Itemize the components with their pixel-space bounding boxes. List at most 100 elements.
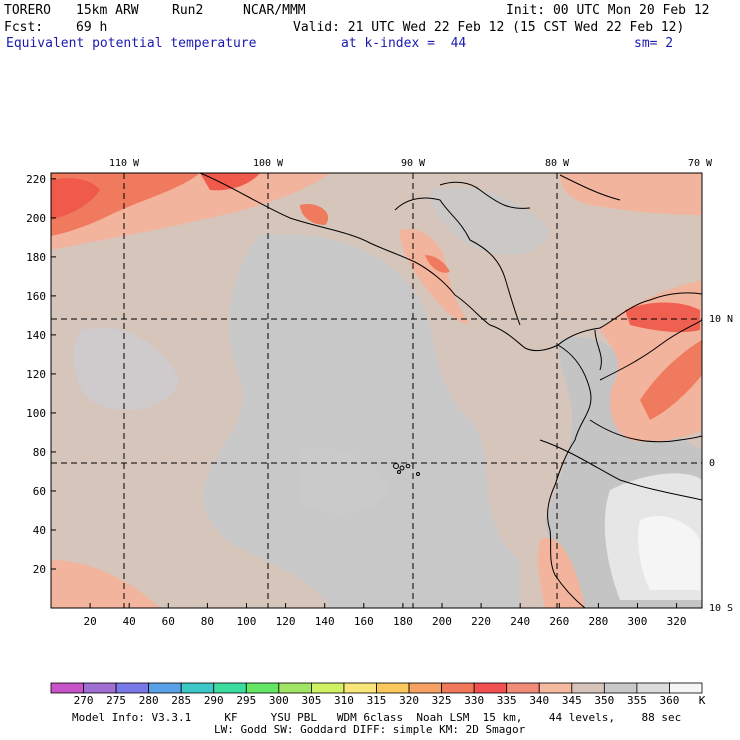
y-tick-label-200: 200 xyxy=(26,212,46,225)
colorbar-swatch-17 xyxy=(603,682,638,694)
y-tick-label-40: 40 xyxy=(33,524,46,537)
colorbar-swatch-0 xyxy=(50,682,84,694)
colorbar-unit: K xyxy=(699,694,706,707)
y-tick-label-80: 80 xyxy=(33,446,46,459)
colorbar-swatch-4 xyxy=(180,682,215,694)
smoothing-label: sm= 2 xyxy=(634,36,674,51)
y-tick-label-100: 100 xyxy=(26,407,46,420)
colorbar-label-335: 335 xyxy=(497,694,517,707)
colorbar-swatch-18 xyxy=(636,682,670,694)
colorbar-swatch-19 xyxy=(669,682,703,694)
y-tick-label-20: 20 xyxy=(33,563,46,576)
x-tick-label-180: 180 xyxy=(393,615,413,628)
resolution-label: 15km ARW xyxy=(76,3,139,18)
x-tick-label-100: 100 xyxy=(237,615,257,628)
y-tick-label-120: 120 xyxy=(26,368,46,381)
fcst-label: Fcst: xyxy=(4,20,44,35)
colorbar-label-290: 290 xyxy=(204,694,224,707)
x-tick-label-300: 300 xyxy=(628,615,648,628)
colorbar-label-315: 315 xyxy=(367,694,387,707)
y-tick-label-180: 180 xyxy=(26,251,46,264)
y-axis-ticks xyxy=(51,178,56,570)
colorbar-label-275: 275 xyxy=(106,694,126,707)
x-tick-label-320: 320 xyxy=(667,615,687,628)
lat-label-0: 0 xyxy=(709,458,715,469)
colorbar-labels: 270 275 280 285 290 295 300 305 310 315 320 325 330 3… xyxy=(74,694,680,707)
colorbar-swatch-1 xyxy=(83,682,117,694)
colorbar-label-350: 350 xyxy=(594,694,614,707)
run-label: Run2 xyxy=(172,3,204,18)
x-tick-label-20: 20 xyxy=(83,615,96,628)
colorbar-swatch-16 xyxy=(571,682,605,694)
colorbar-swatch-3 xyxy=(148,682,182,694)
field-name: Equivalent potential temperature xyxy=(6,36,257,51)
latitude-labels: 10 N 0 10 S xyxy=(709,314,733,614)
colorbar-label-305: 305 xyxy=(301,694,321,707)
lon-label-80w: 80 W xyxy=(545,158,570,169)
lon-label-110w: 110 W xyxy=(109,158,140,169)
colorbar-label-270: 270 xyxy=(74,694,94,707)
k-index-label: at k-index = 44 xyxy=(341,36,467,51)
colorbar-swatch-7 xyxy=(278,682,312,694)
colorbar-swatch-9 xyxy=(343,682,377,694)
colorbar-swatch-2 xyxy=(115,682,150,694)
colorbar-label-340: 340 xyxy=(529,694,549,707)
colorbar-swatch-15 xyxy=(538,682,573,694)
colorbar-swatch-12 xyxy=(441,682,475,694)
x-tick-label-220: 220 xyxy=(471,615,491,628)
lon-label-70w: 70 W xyxy=(688,158,713,169)
colorbar-swatch-6 xyxy=(245,682,280,694)
y-tick-label-220: 220 xyxy=(26,173,46,186)
x-tick-label-280: 280 xyxy=(588,615,608,628)
org-label: NCAR/MMM xyxy=(243,3,306,18)
y-tick-label-60: 60 xyxy=(33,485,46,498)
lon-label-100w: 100 W xyxy=(253,158,284,169)
y-tick-labels: 220 200 180 160 140 120 100 80 60 40 20 xyxy=(26,173,46,576)
graticule xyxy=(51,173,702,608)
colorbar-label-280: 280 xyxy=(139,694,159,707)
y-tick-label-160: 160 xyxy=(26,290,46,303)
colorbar-label-325: 325 xyxy=(432,694,452,707)
map-frame xyxy=(50,172,703,609)
x-tick-label-40: 40 xyxy=(123,615,136,628)
colorbar-label-360: 360 xyxy=(660,694,680,707)
valid-time: Valid: 21 UTC Wed 22 Feb 12 (15 CST Wed … xyxy=(293,20,685,35)
lat-label-10n: 10 N xyxy=(709,314,733,325)
colorbar-label-285: 285 xyxy=(171,694,191,707)
colorbar-label-300: 300 xyxy=(269,694,289,707)
x-tick-label-160: 160 xyxy=(354,615,374,628)
lon-label-90w: 90 W xyxy=(401,158,426,169)
colorbar-label-320: 320 xyxy=(399,694,419,707)
colorbar-swatch-8 xyxy=(310,682,345,694)
longitude-labels: 110 W 100 W 90 W 80 W 70 W xyxy=(109,158,713,169)
x-tick-label-200: 200 xyxy=(432,615,452,628)
colorbar-swatch-13 xyxy=(473,682,508,694)
x-tick-label-80: 80 xyxy=(201,615,214,628)
colorbar-swatch-14 xyxy=(506,682,540,694)
model-info-line1: Model Info: V3.3.1 KF YSU PBL WDM 6class… xyxy=(72,711,682,724)
coastlines xyxy=(199,173,702,608)
colorbar-swatch-5 xyxy=(213,682,247,694)
x-tick-label-120: 120 xyxy=(276,615,296,628)
lat-label-10s: 10 S xyxy=(709,603,733,614)
colorbar-swatch-11 xyxy=(408,682,442,694)
colorbar-label-330: 330 xyxy=(464,694,484,707)
theta-e-field xyxy=(51,173,702,608)
x-tick-label-140: 140 xyxy=(315,615,335,628)
colorbar-label-295: 295 xyxy=(236,694,256,707)
x-tick-labels: 20 40 60 80 100 120 140 160 180 200 220 240 260 280 30… xyxy=(83,615,686,628)
colorbar xyxy=(50,682,703,694)
x-tick-label-260: 260 xyxy=(549,615,569,628)
x-axis-ticks xyxy=(89,603,678,608)
x-tick-label-240: 240 xyxy=(510,615,530,628)
model-info-line2: LW: Godd SW: Goddard DIFF: simple KM: 2D… xyxy=(214,723,526,736)
colorbar-swatch-10 xyxy=(376,682,410,694)
colorbar-label-345: 345 xyxy=(562,694,582,707)
colorbar-label-310: 310 xyxy=(334,694,354,707)
model-name: TORERO xyxy=(4,3,51,18)
colorbar-label-355: 355 xyxy=(627,694,647,707)
x-tick-label-60: 60 xyxy=(162,615,175,628)
y-tick-label-140: 140 xyxy=(26,329,46,342)
init-time: Init: 00 UTC Mon 20 Feb 12 xyxy=(506,3,710,18)
